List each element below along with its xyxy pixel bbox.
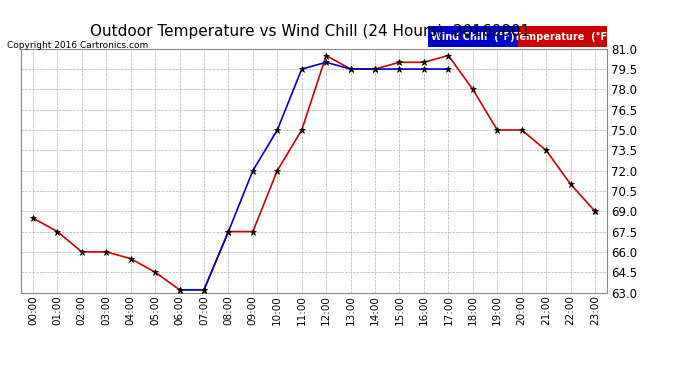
Text: Outdoor Temperature vs Wind Chill (24 Hours)  20160801: Outdoor Temperature vs Wind Chill (24 Ho… [90, 24, 531, 39]
Text: Copyright 2016 Cartronics.com: Copyright 2016 Cartronics.com [7, 41, 148, 50]
Text: Temperature  (°F): Temperature (°F) [513, 32, 611, 42]
Text: Wind Chill  (°F): Wind Chill (°F) [431, 32, 515, 42]
